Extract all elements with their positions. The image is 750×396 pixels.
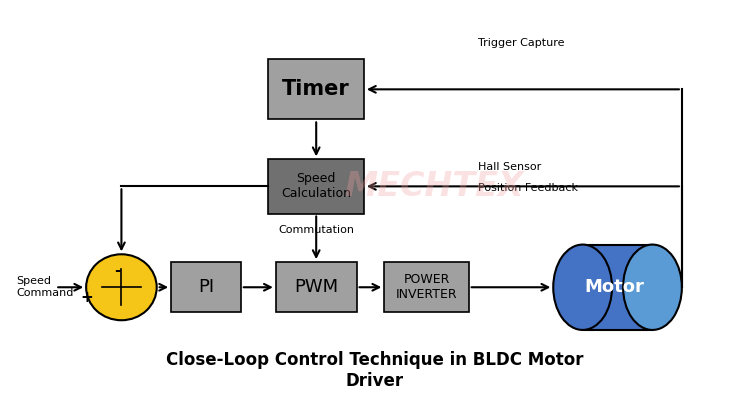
FancyBboxPatch shape	[276, 262, 357, 312]
Text: Position Feedback: Position Feedback	[478, 183, 578, 192]
Ellipse shape	[86, 254, 157, 320]
Text: Commutation: Commutation	[278, 225, 354, 235]
FancyBboxPatch shape	[268, 59, 364, 120]
Text: PI: PI	[198, 278, 214, 296]
Ellipse shape	[554, 245, 612, 330]
Text: -: -	[114, 263, 120, 278]
Text: MECHTEX: MECHTEX	[344, 170, 524, 203]
Text: PWM: PWM	[294, 278, 338, 296]
Text: +: +	[80, 290, 93, 305]
FancyBboxPatch shape	[583, 245, 652, 330]
Text: Hall Sensor: Hall Sensor	[478, 162, 542, 172]
FancyBboxPatch shape	[268, 159, 364, 213]
Text: Speed
Calculation: Speed Calculation	[281, 172, 351, 200]
Text: Speed
Command: Speed Command	[16, 276, 74, 298]
Text: Close-Loop Control Technique in BLDC Motor
Driver: Close-Loop Control Technique in BLDC Mot…	[166, 351, 584, 390]
Text: Timer: Timer	[282, 79, 350, 99]
Ellipse shape	[623, 245, 682, 330]
FancyBboxPatch shape	[171, 262, 241, 312]
FancyBboxPatch shape	[384, 262, 469, 312]
Text: POWER
INVERTER: POWER INVERTER	[396, 273, 458, 301]
Text: Trigger Capture: Trigger Capture	[478, 38, 565, 48]
Text: Motor: Motor	[584, 278, 644, 296]
